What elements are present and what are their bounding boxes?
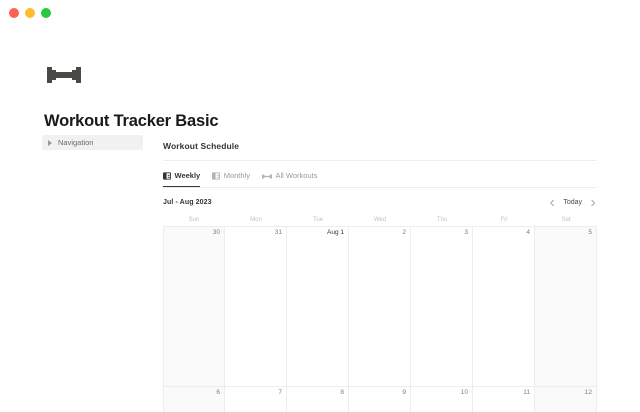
- section-title: Workout Schedule: [163, 141, 240, 151]
- dow-label: Wed: [373, 216, 387, 223]
- dow-label: Sat: [561, 216, 571, 223]
- day-number: 30: [212, 228, 220, 236]
- tab-label: Weekly: [174, 171, 201, 180]
- day-number: 10: [460, 388, 468, 396]
- dow-label: Mon: [250, 216, 262, 223]
- dumbbell-icon: [44, 55, 84, 95]
- minimize-window-button[interactable]: [25, 7, 35, 18]
- calendar-day-cell[interactable]: 10: [411, 386, 473, 412]
- calendar-day-cell[interactable]: Aug 1: [287, 226, 349, 386]
- calendar-month-icon: [212, 167, 221, 185]
- window-title-bar: [0, 0, 640, 25]
- caret-right-icon: [48, 139, 52, 146]
- dow-label: Thu: [436, 216, 448, 223]
- day-number: 5: [588, 228, 592, 236]
- dumbbell-small-icon: [261, 167, 272, 185]
- calendar-day-cell[interactable]: 9: [349, 386, 411, 412]
- calendar-day-cell[interactable]: 7: [225, 386, 287, 412]
- day-number: 2: [402, 228, 406, 236]
- tabs-divider: [163, 186, 597, 188]
- day-number: 3: [464, 228, 468, 236]
- date-range-label: Jul - Aug 2023: [163, 199, 212, 206]
- maximize-window-button[interactable]: [41, 7, 51, 18]
- next-period-button[interactable]: ›: [590, 193, 596, 211]
- tab-label: Monthly: [223, 171, 250, 180]
- calendar-day-cell[interactable]: 5: [535, 226, 597, 386]
- calendar-day-cell[interactable]: 30: [163, 226, 225, 386]
- calendar-day-cell[interactable]: 4: [473, 226, 535, 386]
- main-panel: Workout Schedule Weekly: [162, 25, 597, 412]
- day-number: 7: [278, 388, 282, 396]
- calendar-week-icon: [162, 167, 172, 185]
- calendar-day-cell[interactable]: 12: [535, 386, 597, 412]
- tab-label: All Workouts: [275, 171, 318, 180]
- sidebar-item-navigation[interactable]: Navigation: [42, 135, 143, 150]
- header-divider: [163, 160, 597, 161]
- day-of-week-header: Sun Mon Tue Wed Thu Fri Sat: [163, 214, 597, 226]
- sidebar-item-label: Navigation: [58, 138, 94, 147]
- calendar-day-cell[interactable]: 8: [287, 386, 349, 412]
- tab-monthly[interactable]: Monthly: [212, 168, 250, 183]
- dow-label: Sun: [188, 216, 200, 223]
- calendar-toolbar: Jul - Aug 2023 ‹ Today ›: [163, 193, 597, 211]
- calendar-grid: Sun Mon Tue Wed Thu Fri Sat 30 31 Aug 1 …: [163, 214, 597, 412]
- today-button[interactable]: Today: [563, 199, 582, 206]
- document-left-column: Workout Tracker Basic Navigation: [42, 25, 219, 150]
- page-title: Workout Tracker Basic: [44, 112, 219, 130]
- dow-label: Fri: [500, 216, 508, 223]
- previous-period-button[interactable]: ‹: [549, 193, 555, 211]
- day-number: 31: [274, 228, 282, 236]
- calendar-day-cell[interactable]: 11: [473, 386, 535, 412]
- close-window-button[interactable]: [9, 7, 19, 18]
- day-number: Aug 1: [327, 228, 344, 236]
- day-number: 9: [402, 388, 406, 396]
- day-number: 4: [526, 228, 530, 236]
- page-body: Workout Tracker Basic Navigation Workout…: [0, 25, 640, 412]
- calendar-nav-controls: ‹ Today ›: [548, 193, 597, 211]
- day-number: 6: [216, 388, 220, 396]
- dow-label: Tue: [312, 216, 324, 223]
- calendar-day-cell[interactable]: 3: [411, 226, 473, 386]
- view-tabs: Weekly Monthly: [162, 167, 597, 187]
- day-number: 12: [584, 388, 592, 396]
- day-number: 11: [523, 388, 530, 396]
- calendar-day-cell[interactable]: 6: [163, 386, 225, 412]
- calendar-day-cell[interactable]: 2: [349, 226, 411, 386]
- tab-weekly[interactable]: Weekly: [162, 167, 201, 187]
- calendar-week-row: 6 7 8 9 10 11 12: [163, 385, 597, 412]
- calendar-day-cell[interactable]: 31: [225, 226, 287, 386]
- tab-all-workouts[interactable]: All Workouts: [261, 167, 318, 185]
- day-number: 8: [340, 388, 344, 396]
- calendar-week-row: 30 31 Aug 1 2 3 4 5: [163, 225, 597, 386]
